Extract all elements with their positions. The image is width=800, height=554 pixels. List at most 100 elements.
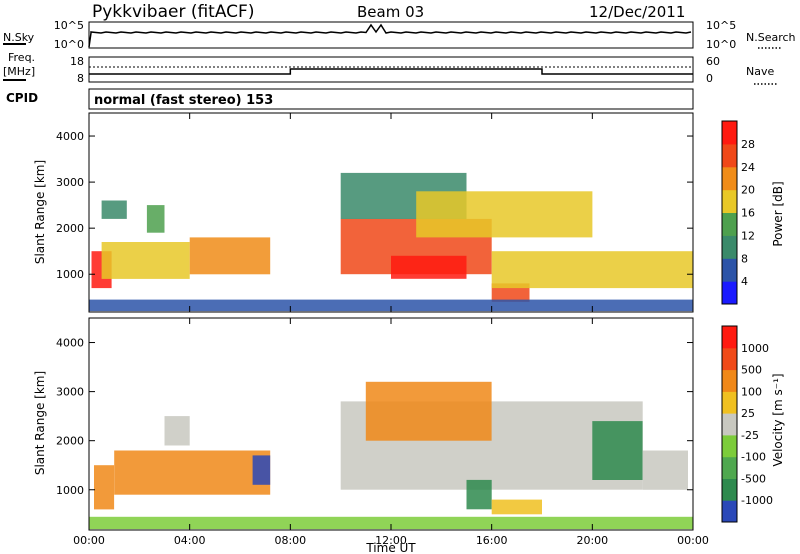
power-x-ticks	[88, 113, 694, 312]
noise-left-label: N.Sky	[3, 31, 35, 44]
station-title: Pykkvibaer (fitACF)	[92, 2, 254, 22]
vel-echo-region	[466, 479, 492, 510]
velocity-y-axis: 1000 2000 3000 4000	[56, 337, 693, 497]
colorbar-swatch	[722, 258, 737, 282]
colorbar-tick-label: 24	[741, 161, 755, 174]
cpid-panel-frame	[88, 88, 694, 110]
y-tick-label: 2000	[56, 222, 84, 235]
x-tick-label: 04:00	[174, 534, 206, 547]
y-tick-label: 3000	[56, 176, 84, 189]
x-tick-label: 20:00	[576, 534, 608, 547]
time-axis-label: Time UT	[365, 541, 416, 554]
colorbar-frame	[721, 325, 738, 523]
nave-tick-top: 60	[706, 55, 720, 68]
colorbar-tick-label: -1000	[741, 494, 773, 507]
vel-echo-region	[592, 421, 643, 480]
colorbar-tick-label: -25	[741, 429, 759, 442]
colorbar-swatch	[722, 369, 737, 392]
x-tick-label: 00:00	[73, 534, 105, 547]
x-tick-label: 08:00	[274, 534, 306, 547]
power-echo-region	[89, 299, 693, 312]
colorbar-swatch	[722, 235, 737, 259]
vel-echo-region	[252, 455, 271, 485]
vel-echo-region	[114, 450, 271, 495]
colorbar-swatch	[722, 456, 737, 479]
noise-right-label: N.Search	[746, 31, 796, 44]
colorbar-tick-label: 28	[741, 138, 755, 151]
colorbar-tick-label: -100	[741, 451, 766, 464]
colorbar-swatch	[722, 212, 737, 236]
freq-panel-frame	[88, 56, 694, 83]
velocity-colorbar: 1000 500 100 25 -25 -100 -500 -1000	[721, 325, 773, 523]
freq-panel: Freq. [MHz] 18 8 60 0 Nave	[3, 51, 778, 85]
noise-right-tick-top: 10^5	[706, 19, 736, 32]
beam-label: Beam 03	[357, 3, 424, 21]
colorbar-swatch	[722, 166, 737, 191]
x-tick-label: 00:00	[677, 534, 709, 547]
colorbar-tick-label: 12	[741, 229, 755, 242]
colorbar-tick-label: -500	[741, 472, 766, 485]
colorbar-tick-label: 1000	[741, 342, 769, 355]
y-tick-label: 3000	[56, 386, 84, 399]
vel-echo-region	[642, 450, 688, 490]
colorbar-tick-label: 4	[741, 275, 748, 288]
y-tick-label: 4000	[56, 337, 84, 350]
power-echo-region	[101, 242, 190, 279]
vel-echo-region	[89, 516, 693, 530]
freq-line	[89, 68, 693, 75]
power-echo-region	[391, 255, 467, 279]
freq-tick-top: 18	[70, 55, 84, 68]
cpid-panel: CPID normal (fast stereo) 153	[6, 88, 694, 110]
noise-panel-frame	[88, 21, 694, 49]
velocity-colorbar-label: Velocity [m s⁻¹]	[771, 373, 785, 466]
colorbar-swatch	[722, 121, 737, 145]
vel-echo-region	[94, 465, 115, 510]
power-echo-region	[101, 200, 127, 219]
power-echo-region	[189, 237, 271, 275]
colorbar-tick-label: 500	[741, 364, 762, 377]
colorbar-tick-label: 8	[741, 252, 748, 265]
x-tick-label: 12:00	[375, 534, 407, 547]
colorbar-swatch	[722, 347, 737, 371]
colorbar-swatch	[722, 143, 737, 168]
nave-label: Nave	[746, 65, 774, 78]
cpid-label: CPID	[6, 91, 38, 105]
velocity-panel: 1000 2000 3000 4000 00:00 04:00 08:00 12:00 16:…	[33, 317, 785, 554]
power-y-axis: 1000 2000 3000 4000	[56, 130, 693, 281]
colorbar-tick-label: 25	[741, 407, 755, 420]
colorbar-swatch	[722, 500, 737, 523]
noise-sky-line	[88, 23, 692, 48]
vel-echo-region	[365, 381, 492, 441]
velocity-x-axis: 00:00 04:00 08:00 12:00 16:00 20:00 00:00	[73, 318, 709, 547]
power-echo-region	[491, 251, 693, 289]
power-echo-region	[416, 191, 593, 238]
power-colorbar-label: Power [dB]	[771, 181, 785, 246]
colorbar-swatch	[722, 189, 737, 213]
nave-tick-bottom: 0	[706, 72, 713, 85]
colorbar-swatch	[722, 391, 737, 414]
velocity-data-layer	[89, 381, 693, 530]
freq-tick-bottom: 8	[77, 72, 84, 85]
power-echo-region	[146, 205, 165, 233]
noise-right-tick-bottom: 10^0	[706, 38, 736, 51]
noise-left-tick-bottom: 10^0	[54, 38, 84, 51]
colorbar-frame	[721, 120, 738, 305]
colorbar-swatch	[722, 478, 737, 501]
vel-echo-region	[164, 416, 190, 446]
freq-label: Freq.	[8, 51, 35, 64]
y-tick-label: 1000	[56, 484, 84, 497]
colorbar-swatch	[722, 413, 737, 436]
velocity-ylabel: Slant Range [km]	[33, 371, 47, 475]
noise-left-tick-top: 10^5	[54, 19, 84, 32]
colorbar-tick-label: 100	[741, 385, 762, 398]
power-ylabel: Slant Range [km]	[33, 160, 47, 264]
power-data-layer	[89, 172, 693, 312]
power-colorbar: 4 8 12 16 20 24 28	[721, 120, 755, 305]
colorbar-swatch	[722, 326, 737, 349]
noise-panel: N.Sky 10^5 10^0 10^5 10^0 N.Search	[3, 19, 796, 51]
y-tick-label: 2000	[56, 435, 84, 448]
power-panel: 1000 2000 3000 4000 Slant Range [km] 4 8 12 16…	[33, 112, 785, 313]
cpid-text: normal (fast stereo) 153	[94, 93, 273, 108]
y-tick-label: 1000	[56, 268, 84, 281]
